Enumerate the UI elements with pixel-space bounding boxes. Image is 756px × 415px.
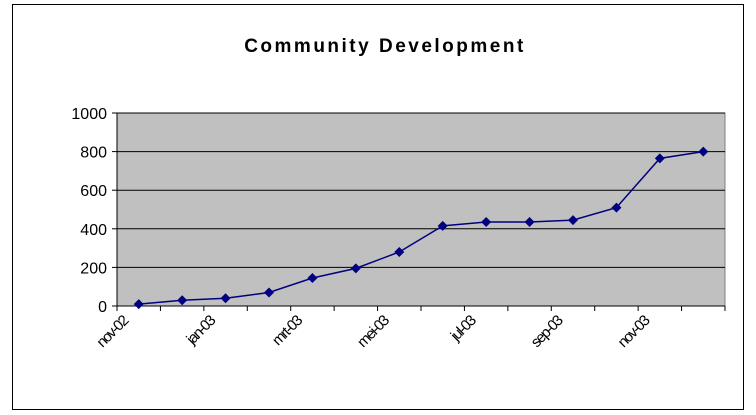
data-point	[220, 293, 231, 304]
data-point	[698, 146, 709, 157]
chart-title: Community Development	[244, 36, 526, 57]
y-tick-label: 600	[80, 183, 107, 200]
data-point	[437, 220, 448, 231]
data-point	[264, 287, 274, 298]
data-point	[394, 246, 405, 257]
data-point	[654, 153, 665, 164]
y-tick-label: 800	[80, 145, 107, 162]
plot-area	[116, 112, 726, 307]
data-point	[568, 215, 578, 226]
y-tick-label: 400	[80, 222, 107, 239]
y-tick-label: 200	[80, 260, 107, 277]
y-tick-label: 1000	[71, 106, 107, 123]
data-point	[611, 202, 622, 213]
data-point	[133, 299, 144, 310]
y-tick-label: 0	[98, 299, 107, 316]
series-line	[138, 150, 704, 305]
data-point	[177, 295, 188, 306]
data-point	[350, 263, 361, 274]
data-point	[524, 217, 535, 228]
data-point	[481, 217, 492, 228]
data-point	[307, 273, 318, 284]
